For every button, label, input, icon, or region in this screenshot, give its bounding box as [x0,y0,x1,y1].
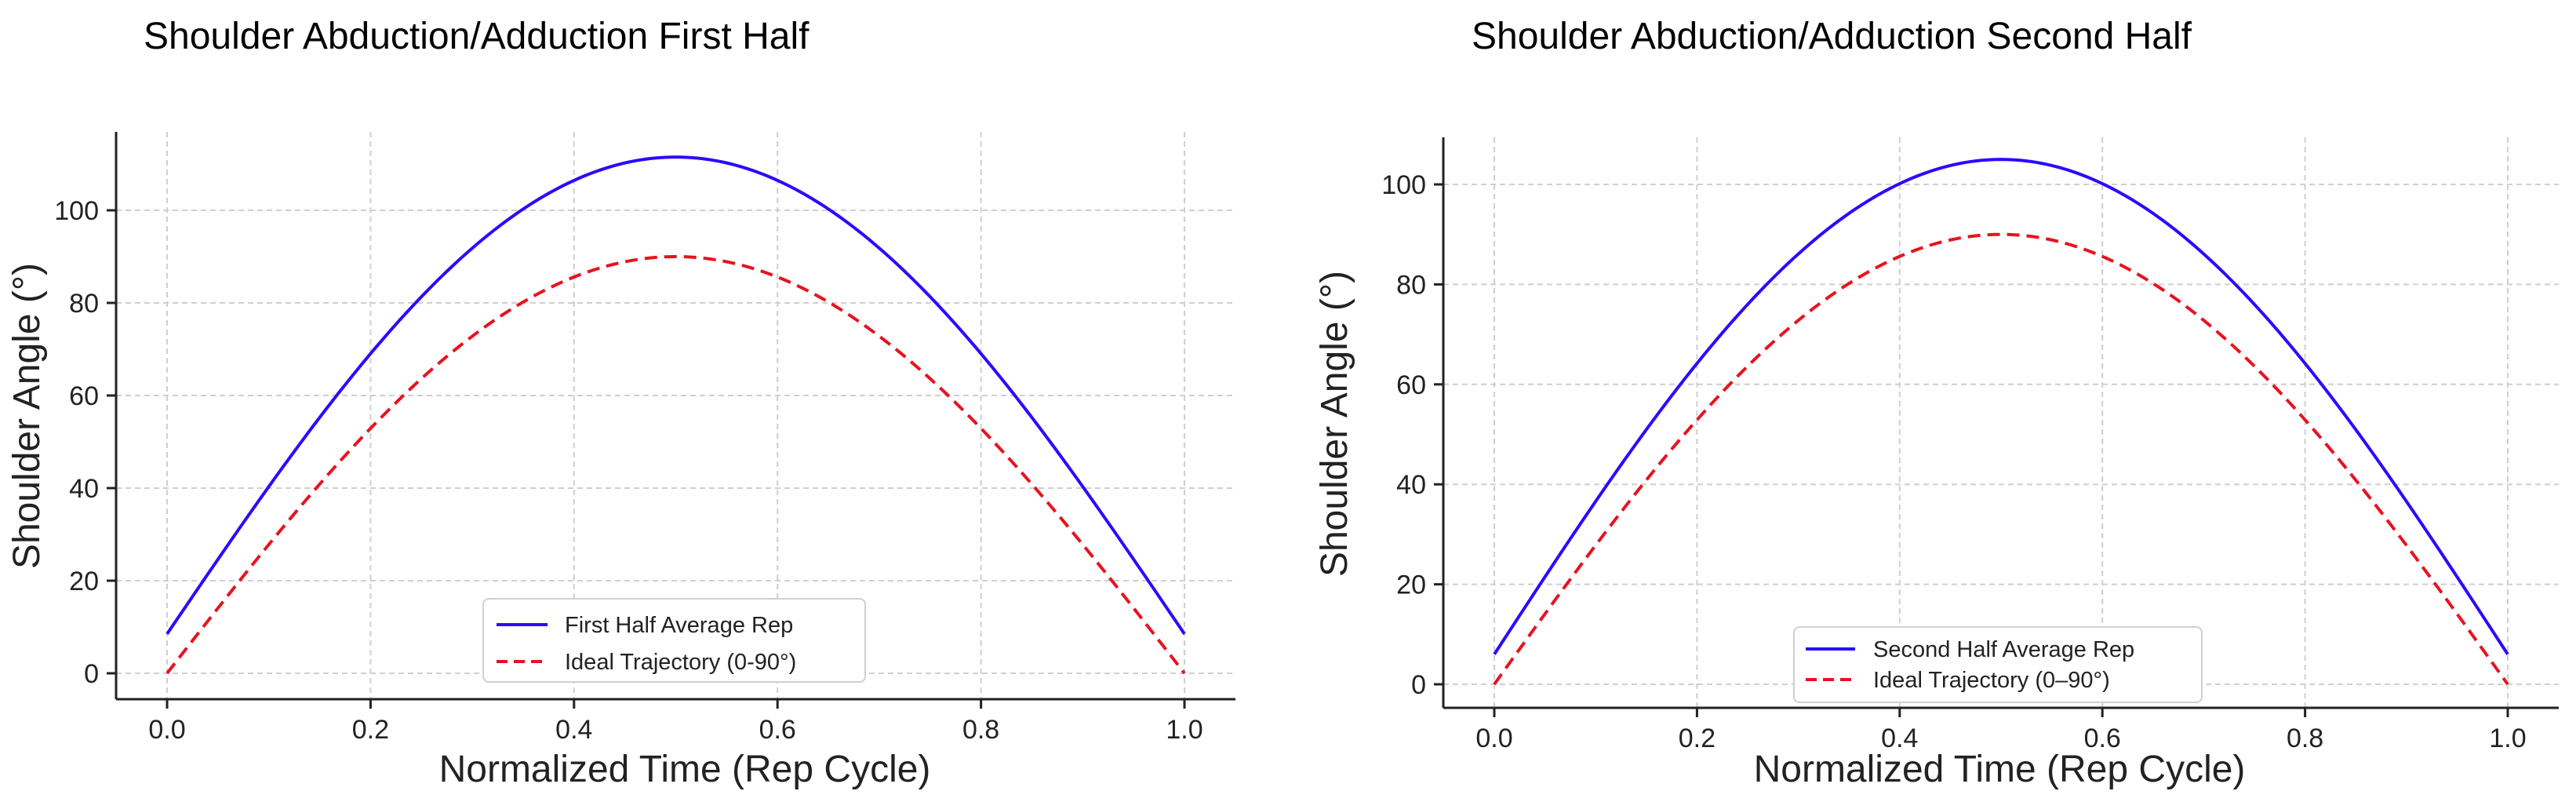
x-tick-label: 1.0 [2489,724,2526,753]
series-line-1 [1493,158,2509,655]
tick-marks: 0.0 0.2 0.4 0.6 0.8 1.0 0 20 40 60 80 100 [54,196,1202,745]
y-tick-label: 60 [1396,370,1426,400]
chart-first-half: Shoulder Abduction/Adduction First Half … [6,16,1235,790]
chart-second-half: Shoulder Abduction/Adduction Second Half… [1314,16,2559,790]
x-tick-label: 0.0 [1475,724,1512,753]
x-axis-label: Normalized Time (Rep Cycle) [1754,749,2246,790]
x-tick-label: 0.6 [759,715,796,745]
y-tick-label: 20 [69,567,99,596]
grid [1443,137,2559,708]
legend: Second Half Average Rep Ideal Trajectory… [1793,626,2203,703]
y-tick-label: 80 [69,289,99,319]
y-tick-label: 60 [69,381,99,411]
y-tick-label: 0 [1411,670,1426,700]
y-tick-label: 80 [1396,270,1426,300]
series-line-2 [166,255,1186,675]
legend-entry-series-1: First Half Average Rep [565,613,793,638]
chart-title: Shoulder Abduction/Adduction Second Half [1472,16,2192,57]
legend-box [482,598,866,683]
chart-title: Shoulder Abduction/Adduction First Half [144,16,810,57]
x-tick-label: 0.8 [2287,724,2323,753]
y-tick-label: 40 [1396,470,1426,500]
legend-box [1793,626,2203,703]
x-tick-label: 0.2 [1679,724,1716,753]
y-axis-label: Shoulder Angle (°) [6,263,48,569]
y-tick-label: 100 [1381,170,1426,200]
series-lines [1493,158,2509,686]
series-line-2 [1493,232,2509,686]
x-axis-label: Normalized Time (Rep Cycle) [439,749,931,790]
x-tick-label: 0.4 [555,715,592,745]
x-tick-label: 0.0 [148,715,185,745]
series-line-1 [166,155,1186,635]
y-tick-label: 40 [69,474,99,504]
x-tick-label: 0.2 [352,715,389,745]
y-axis-label: Shoulder Angle (°) [1314,271,1355,577]
x-tick-label: 0.8 [962,715,999,745]
legend: First Half Average Rep Ideal Trajectory … [482,598,866,683]
legend-entry-series-1: Second Half Average Rep [1873,637,2134,662]
y-tick-label: 0 [84,659,99,689]
series-lines [166,155,1186,675]
y-tick-label: 20 [1396,571,1426,600]
x-tick-label: 1.0 [1166,715,1202,745]
tick-marks: 0.0 0.2 0.4 0.6 0.8 1.0 0 20 40 60 80 100 [1381,170,2526,753]
y-tick-label: 100 [54,196,99,226]
x-tick-label: 0.6 [2084,724,2121,753]
x-tick-label: 0.4 [1881,724,1918,753]
legend-entry-series-2: Ideal Trajectory (0–90°) [1873,668,2110,693]
legend-entry-series-2: Ideal Trajectory (0-90°) [565,650,796,675]
